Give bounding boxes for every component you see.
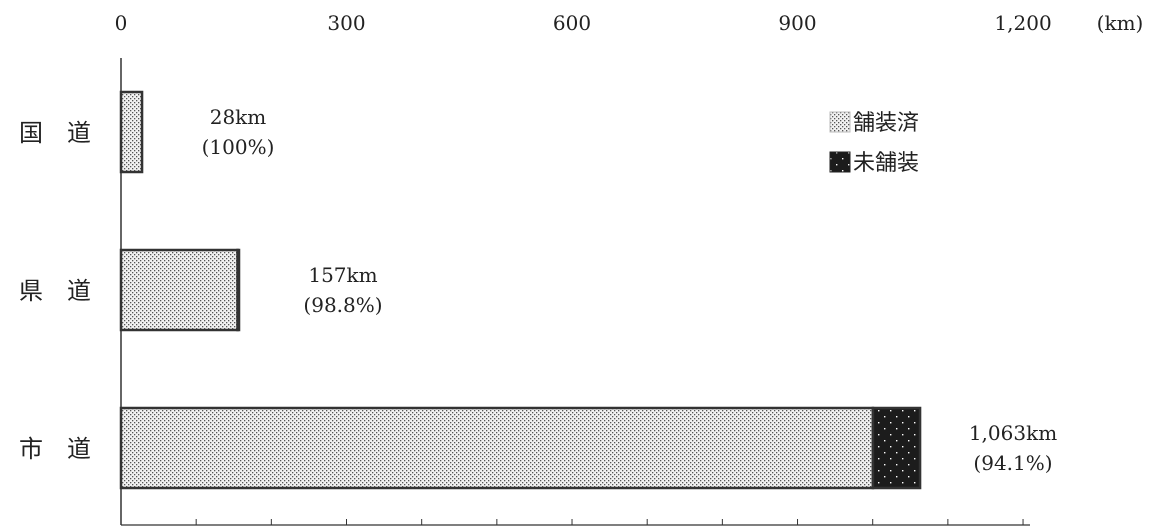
data-label-percent: (94.1%)	[973, 451, 1052, 475]
legend-label: 未舗装	[853, 151, 919, 176]
category-label: 市 道	[19, 435, 91, 463]
bar-unpaved	[236, 248, 241, 332]
data-label-value: 28km	[210, 105, 267, 129]
data-label-percent: (100%)	[202, 135, 275, 159]
data-labels: 28km (100%) 157km (98.8%) 1,063km (94.1%)	[202, 105, 1058, 475]
bar-paved	[119, 248, 239, 332]
x-axis-tick-labels: 0 300 600 900 1,200	[115, 11, 1052, 35]
category-label: 国 道	[19, 119, 91, 147]
x-axis-minor-ticks	[195, 519, 1024, 525]
category-labels: 国 道県 道市 道	[19, 119, 91, 463]
data-label-percent: (98.8%)	[303, 293, 382, 317]
x-tick-label: 600	[553, 11, 591, 35]
category-label: 県 道	[19, 277, 91, 305]
bar-paved	[119, 406, 875, 490]
x-tick-label: 300	[327, 11, 365, 35]
data-label-value: 1,063km	[969, 421, 1057, 445]
x-tick-label: 1,200	[994, 11, 1051, 35]
bar-unpaved	[871, 406, 922, 490]
legend-swatch-paved	[829, 111, 851, 133]
bar-series	[119, 90, 922, 490]
legend-swatch-unpaved	[829, 151, 851, 173]
data-label-value: 157km	[308, 263, 377, 287]
x-tick-label: 900	[778, 11, 816, 35]
x-tick-label: 0	[115, 11, 128, 35]
bar-paved	[119, 90, 144, 174]
x-axis-unit-label: (km)	[1097, 11, 1144, 35]
legend-label: 舗装済	[853, 111, 919, 136]
